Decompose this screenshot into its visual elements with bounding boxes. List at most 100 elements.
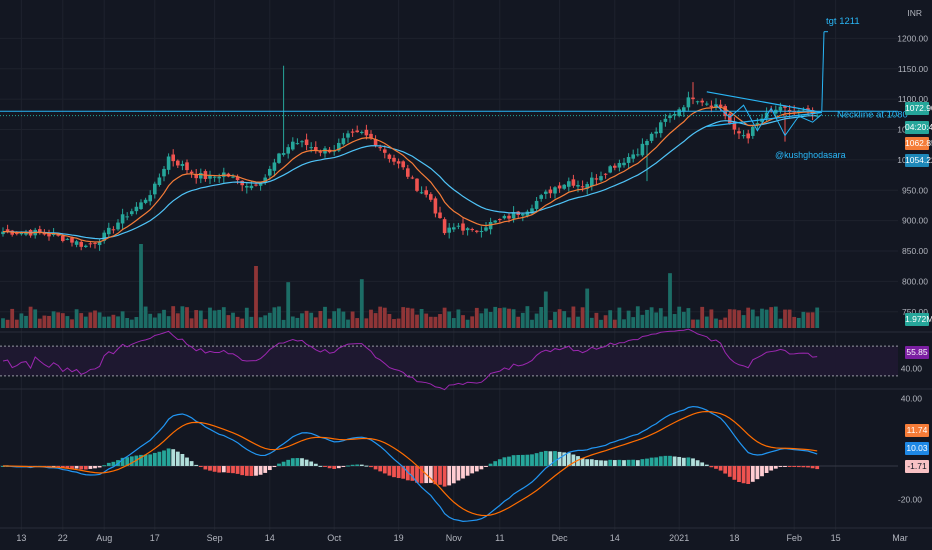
macd-histogram-bar (741, 465, 746, 484)
macd-histogram-bar (221, 465, 226, 473)
candle-body (268, 168, 272, 176)
volume-bar (364, 318, 369, 328)
candle-body (479, 230, 484, 232)
macd-histogram-bar (764, 465, 769, 473)
macd-histogram-bar (166, 448, 171, 466)
rsi-badge: 55.85 (905, 346, 929, 359)
annotations: tgt 1211 Neckline at 1080 @kushghodasara (0, 16, 908, 160)
candle-body (231, 176, 235, 178)
candle-body (603, 173, 608, 175)
volume-bar (663, 316, 668, 328)
volume-bar (631, 317, 636, 328)
volume-bar (19, 313, 24, 328)
price-tick-label: 850.00 (902, 246, 928, 256)
macd-histogram-bar (1, 465, 5, 467)
candle-body (240, 180, 244, 186)
macd-histogram-bar (548, 451, 553, 466)
candle-body (465, 228, 470, 231)
volume-bar (51, 311, 56, 328)
candle-body (318, 151, 323, 153)
macd-histogram-bar (447, 465, 452, 486)
macd-histogram-bar (392, 465, 396, 478)
time-tick-label: Sep (207, 533, 223, 543)
time-tick-label: Oct (327, 533, 342, 543)
candle-body (700, 100, 704, 103)
volume-bar (254, 266, 258, 328)
candle-body (5, 229, 10, 232)
volume-bar (548, 319, 553, 328)
candle-body (534, 200, 539, 209)
candle-body (51, 233, 56, 236)
volume-bar (401, 307, 406, 328)
candle-body (88, 243, 93, 245)
macd-histogram-bar (148, 454, 153, 466)
candle-body (553, 187, 557, 194)
volume-bar (28, 306, 33, 328)
candle-body (70, 237, 74, 243)
candle-body (355, 130, 359, 133)
volume-bar (175, 313, 180, 328)
volume-bar (760, 308, 764, 328)
macd-histogram-bar (198, 465, 203, 467)
volume-bar (281, 319, 286, 328)
candle-body (419, 192, 424, 194)
macd-histogram-bar (484, 465, 488, 467)
macd-histogram-bar (479, 465, 484, 470)
volume-bar (42, 315, 47, 328)
volume-bar (83, 316, 88, 328)
macd-histogram-bar (157, 451, 162, 466)
candle-body (406, 168, 410, 177)
candle-body (594, 178, 599, 180)
volume-bar (60, 313, 65, 328)
macd-histogram-bar (70, 465, 74, 469)
candle-body (511, 212, 516, 219)
time-tick-label: Dec (552, 533, 569, 543)
macd-histogram-bar (364, 465, 369, 467)
ma-slow-badge: 1054.22 (905, 154, 932, 167)
candle-body (613, 165, 617, 168)
volume-bar (304, 310, 309, 328)
macd-histogram-bar (304, 459, 309, 466)
candle-body (599, 176, 603, 181)
volume-bar (189, 318, 194, 328)
candle-body (139, 202, 143, 210)
candle-body (668, 115, 672, 119)
macd-histogram-bar (355, 464, 360, 466)
candle-body (544, 191, 548, 194)
macd-histogram-bar (488, 463, 493, 466)
macd-tick-label: 40.00 (901, 393, 923, 403)
volume-bar (695, 319, 700, 328)
macd-histogram-bar (599, 460, 603, 466)
macd-histogram-bar (281, 461, 286, 466)
volume-bar (203, 319, 208, 328)
macd-histogram-bar (493, 461, 498, 466)
volume-bar (378, 306, 383, 328)
author-label: @kushghodasara (775, 150, 846, 160)
candle-body (300, 141, 304, 143)
candle-body (157, 177, 162, 185)
macd-histogram-bar (203, 465, 208, 470)
volume-bar (585, 288, 590, 328)
volume-bar (451, 318, 456, 328)
volume-bar (341, 311, 346, 328)
candle-body (153, 183, 157, 195)
ma-fast-line (2, 106, 818, 243)
volume-bar (700, 306, 705, 328)
volume-bar (300, 313, 304, 328)
macd-histogram-bar (410, 465, 415, 481)
candle-body (548, 189, 553, 194)
macd-histogram-bar (212, 465, 217, 472)
macd-histogram-bar (709, 465, 714, 468)
macd-histogram-bar (419, 465, 424, 484)
macd-histogram-bar (189, 461, 194, 466)
macd-histogram-bar (382, 465, 387, 474)
candle-body (530, 208, 534, 214)
macd-histogram-bar (272, 465, 277, 468)
macd-histogram-bar (806, 465, 810, 468)
macd-histogram-bar (359, 464, 364, 466)
candle-body (682, 107, 686, 112)
volume-bar (166, 316, 171, 328)
macd-histogram-bar (608, 459, 613, 466)
candle-body (580, 186, 585, 188)
